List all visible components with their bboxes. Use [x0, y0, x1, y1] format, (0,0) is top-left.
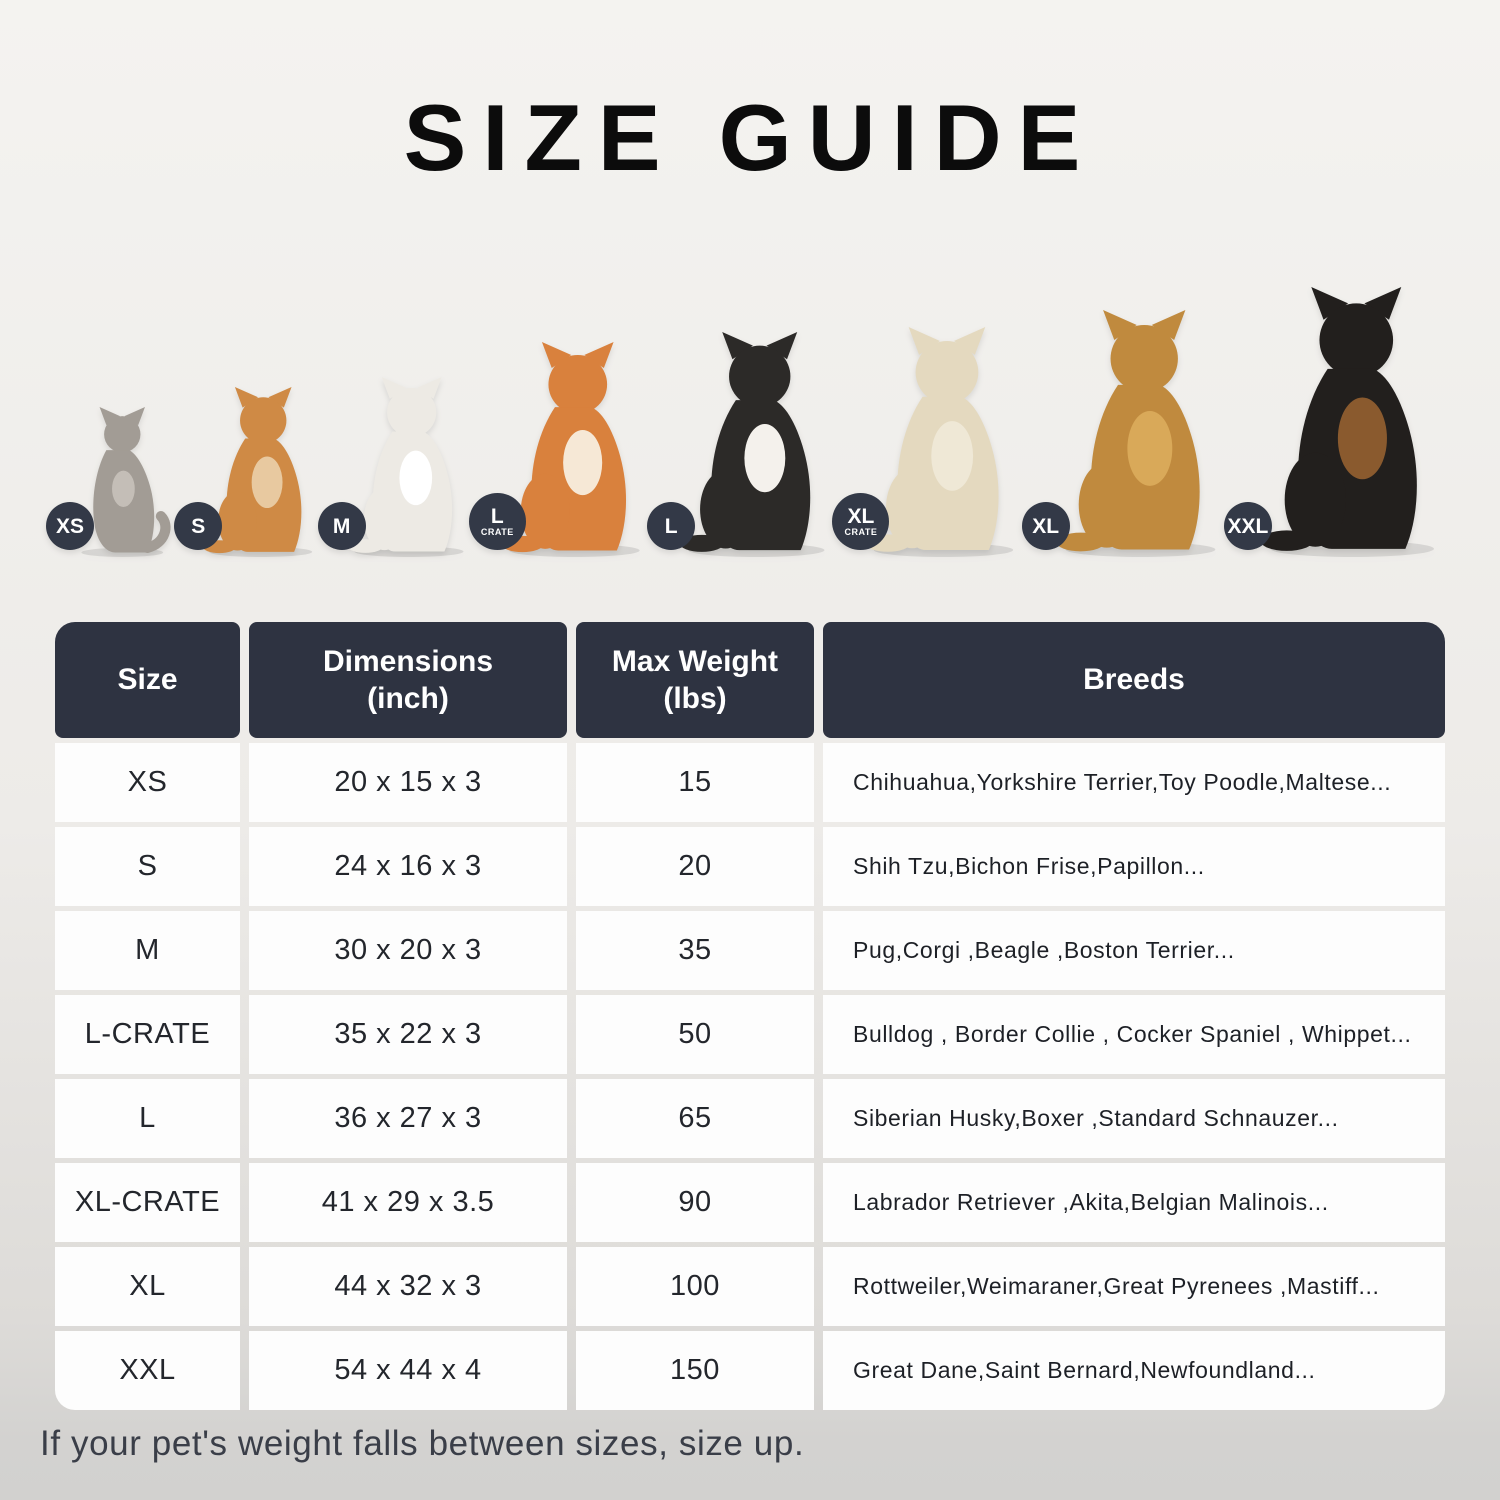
- badge-label: XS: [55, 514, 84, 538]
- pet-figure-border-collie: L: [647, 332, 836, 562]
- badge-label: XL: [847, 505, 875, 528]
- pet-figure-cat: XS: [46, 407, 178, 562]
- cell-max-weight: 65: [576, 1079, 814, 1158]
- cell-dimensions: 24 x 16 x 3: [249, 827, 567, 906]
- cell-dimensions: 44 x 32 x 3: [249, 1247, 567, 1326]
- table-header: Size Dimensions (inch) Max Weight (lbs) …: [55, 622, 1445, 738]
- footer-note: If your pet's weight falls between sizes…: [40, 1424, 805, 1463]
- table-row: XXL 54 x 44 x 4 150 Great Dane,Saint Bernar…: [55, 1331, 1445, 1410]
- cell-breeds: Pug,Corgi ,Beagle ,Boston Terrier...: [823, 911, 1445, 990]
- size-badge: XS: [46, 502, 94, 550]
- pet-figure-labrador: XL CRATE: [832, 327, 1025, 562]
- cell-size: M: [55, 911, 240, 990]
- badge-label: XXL: [1227, 514, 1269, 538]
- cell-size: S: [55, 827, 240, 906]
- cell-size: XXL: [55, 1331, 240, 1410]
- cell-breeds: Siberian Husky,Boxer ,Standard Schnauzer…: [823, 1079, 1445, 1158]
- cell-max-weight: 35: [576, 911, 814, 990]
- size-badge: L: [647, 502, 696, 550]
- size-badge: L CRATE: [468, 493, 526, 550]
- table-body: XS 20 x 15 x 3 15 Chihuahua,Yorkshire Terri…: [55, 743, 1445, 1410]
- badge-sub-label: CRATE: [844, 527, 878, 537]
- page-title: SIZE GUIDE: [403, 85, 1097, 190]
- badge-label: S: [191, 514, 206, 538]
- labrador-illustration: [865, 327, 1014, 557]
- cell-breeds: Chihuahua,Yorkshire Terrier,Toy Poodle,M…: [823, 743, 1445, 822]
- pet-figure-french-bulldog: M: [317, 377, 473, 562]
- cell-max-weight: 150: [576, 1331, 814, 1410]
- border-collie-illustration: [679, 332, 825, 557]
- size-badge: XL CRATE: [832, 493, 890, 550]
- cell-max-weight: 100: [576, 1247, 814, 1326]
- badge-sub-label: CRATE: [480, 527, 514, 537]
- french-bulldog-illustration: [347, 377, 464, 557]
- cell-dimensions: 20 x 15 x 3: [249, 743, 567, 822]
- cell-max-weight: 90: [576, 1163, 814, 1242]
- cat-illustration: [81, 407, 171, 557]
- pomeranian-illustration: [202, 387, 313, 557]
- doberman-illustration: [1260, 287, 1434, 557]
- pet-figure-doberman: XXL: [1223, 287, 1448, 562]
- cell-max-weight: 15: [576, 743, 814, 822]
- size-badge: M: [317, 502, 366, 550]
- badge-label: L: [664, 514, 678, 538]
- cell-max-weight: 50: [576, 995, 814, 1074]
- table-row: L 36 x 27 x 3 65 Siberian Husky,Boxer ,Stan…: [55, 1079, 1445, 1158]
- badge-label: M: [332, 514, 351, 538]
- table-row: XS 20 x 15 x 3 15 Chihuahua,Yorkshire Terri…: [55, 743, 1445, 822]
- cell-dimensions: 36 x 27 x 3: [249, 1079, 567, 1158]
- cell-breeds: Shih Tzu,Bichon Frise,Papillon...: [823, 827, 1445, 906]
- cell-size: XS: [55, 743, 240, 822]
- table-row: XL 44 x 32 x 3 100 Rottweiler,Weimaraner,Gr…: [55, 1247, 1445, 1326]
- cell-dimensions: 30 x 20 x 3: [249, 911, 567, 990]
- table-row: L-CRATE 35 x 22 x 3 50 Bulldog , Border Col…: [55, 995, 1445, 1074]
- badge-label: L: [490, 505, 504, 528]
- pet-figure-shiba-inu: L CRATE: [468, 342, 651, 562]
- header-cell-breeds: Breeds: [823, 622, 1445, 738]
- cell-dimensions: 35 x 22 x 3: [249, 995, 567, 1074]
- pet-size-row: XS S M L CRATE L: [46, 0, 1448, 562]
- pet-figure-golden-retriever: XL: [1021, 310, 1228, 562]
- header-cell-size: Size: [55, 622, 240, 738]
- cell-size: XL-CRATE: [55, 1163, 240, 1242]
- header-cell-dimensions: Dimensions (inch): [249, 622, 567, 738]
- cell-breeds: Labrador Retriever ,Akita,Belgian Malino…: [823, 1163, 1445, 1242]
- cell-size: L-CRATE: [55, 995, 240, 1074]
- size-badge: XXL: [1223, 502, 1272, 550]
- table-row: S 24 x 16 x 3 20 Shih Tzu,Bichon Frise,Papi…: [55, 827, 1445, 906]
- size-badge: XL: [1021, 502, 1070, 550]
- table-row: M 30 x 20 x 3 35 Pug,Corgi ,Beagle ,Boston …: [55, 911, 1445, 990]
- cell-dimensions: 41 x 29 x 3.5: [249, 1163, 567, 1242]
- size-badge: S: [174, 502, 223, 550]
- golden-retriever-illustration: [1055, 310, 1216, 557]
- cell-max-weight: 20: [576, 827, 814, 906]
- cell-breeds: Bulldog , Border Collie , Cocker Spaniel…: [823, 995, 1445, 1074]
- cell-breeds: Great Dane,Saint Bernard,Newfoundland...: [823, 1331, 1445, 1410]
- cell-size: XL: [55, 1247, 240, 1326]
- header-cell-max-weight: Max Weight (lbs): [576, 622, 814, 738]
- cell-dimensions: 54 x 44 x 4: [249, 1331, 567, 1410]
- cell-breeds: Rottweiler,Weimaraner,Great Pyrenees ,Ma…: [823, 1247, 1445, 1326]
- size-table: Size Dimensions (inch) Max Weight (lbs) …: [55, 622, 1445, 1410]
- badge-label: XL: [1032, 514, 1060, 538]
- cell-size: L: [55, 1079, 240, 1158]
- table-row: XL-CRATE 41 x 29 x 3.5 90 Labrador Retrieve…: [55, 1163, 1445, 1242]
- pet-figure-pomeranian: S: [174, 387, 321, 562]
